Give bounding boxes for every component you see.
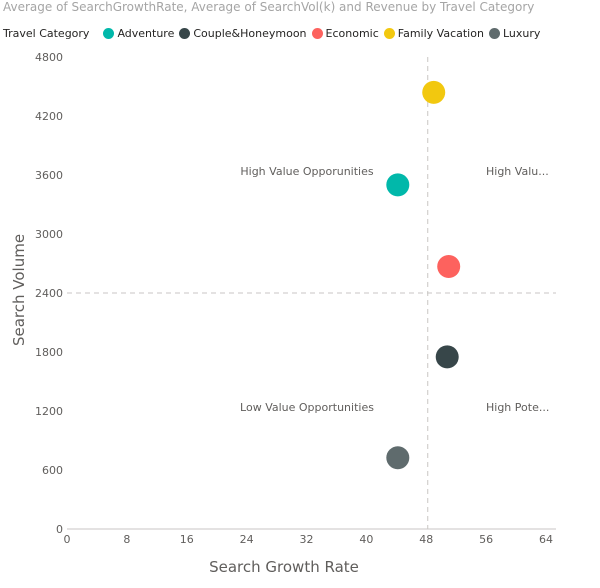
y-tick-label: 600 [42, 464, 63, 477]
legend: Travel Category Adventure Couple&Honeymoo… [3, 25, 545, 41]
legend-title: Travel Category [3, 26, 90, 40]
x-tick-label: 0 [64, 533, 71, 546]
y-tick-label: 1200 [35, 405, 63, 418]
legend-label: Couple&Honeymoon [193, 26, 307, 40]
y-tick-label: 3000 [35, 228, 63, 241]
y-axis-ticks: 0 600 1200 1800 2400 3000 3600 4200 4800 [35, 51, 63, 536]
quadrant-label-top-left: High Value Opporunities [240, 165, 373, 178]
y-tick-label: 2400 [35, 287, 63, 300]
x-axis-title: Search Growth Rate [209, 558, 359, 576]
data-point-family-vacation[interactable] [422, 80, 446, 104]
data-point-couple-honeymoon[interactable] [435, 345, 459, 369]
legend-swatch [488, 27, 500, 39]
x-axis-ticks: 0 8 16 24 32 40 48 56 64 [64, 533, 554, 546]
legend-item[interactable]: Family Vacation [383, 26, 484, 40]
legend-items: Adventure Couple&Honeymoon Economic Family … [103, 27, 545, 40]
y-axis-title: Search Volume [10, 234, 28, 346]
data-point-luxury[interactable] [386, 446, 410, 470]
legend-label: Adventure [117, 26, 175, 40]
legend-label: Family Vacation [397, 26, 484, 40]
x-tick-label: 24 [240, 533, 254, 546]
legend-swatch [311, 27, 323, 39]
legend-label: Luxury [502, 26, 541, 40]
chart-title: Average of SearchGrowthRate, Average of … [3, 0, 535, 14]
data-points [386, 80, 461, 470]
quadrant-label-top-right: High Valu... [486, 165, 549, 178]
legend-label: Economic [325, 26, 379, 40]
x-tick-label: 16 [180, 533, 194, 546]
x-tick-label: 48 [419, 533, 433, 546]
legend-swatch [103, 27, 115, 39]
x-tick-label: 32 [300, 533, 314, 546]
x-tick-label: 8 [123, 533, 130, 546]
quadrant-label-bottom-right: High Pote... [486, 401, 549, 414]
legend-item[interactable]: Luxury [488, 26, 541, 40]
legend-item[interactable]: Adventure [103, 27, 174, 40]
data-point-adventure[interactable] [386, 173, 410, 197]
y-tick-label: 0 [56, 523, 63, 536]
y-tick-label: 3600 [35, 169, 63, 182]
legend-item[interactable]: Couple&Honeymoon [179, 26, 307, 40]
y-tick-label: 4200 [35, 110, 63, 123]
x-tick-label: 40 [359, 533, 373, 546]
y-tick-label: 1800 [35, 346, 63, 359]
quadrant-label-bottom-left: Low Value Opportunities [240, 401, 374, 414]
x-tick-label: 56 [479, 533, 493, 546]
x-tick-label: 64 [539, 533, 553, 546]
data-point-economic[interactable] [437, 254, 461, 278]
legend-item[interactable]: Economic [311, 26, 379, 40]
legend-swatch [179, 27, 191, 39]
legend-swatch [383, 27, 395, 39]
y-tick-label: 4800 [35, 51, 63, 64]
